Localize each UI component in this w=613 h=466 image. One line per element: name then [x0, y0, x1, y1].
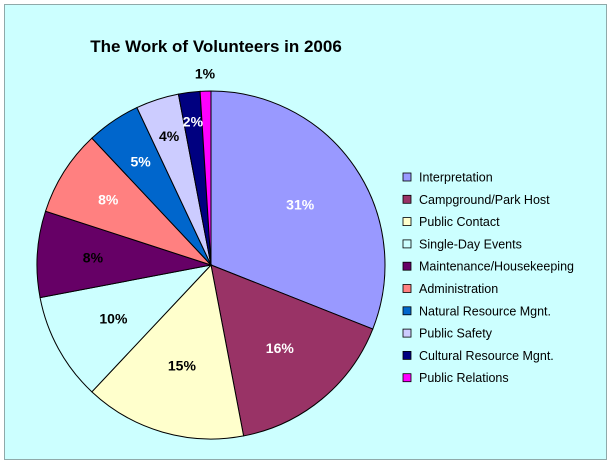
slice-label: 8% [98, 192, 119, 208]
legend-label: Administration [419, 282, 498, 296]
slice-label: 8% [83, 250, 104, 266]
slice-label: 5% [130, 153, 151, 169]
slice-label: 4% [159, 128, 180, 144]
legend-swatch [402, 239, 412, 249]
legend-label: Public Relations [419, 371, 509, 385]
pie-slice-public-relations [199, 90, 212, 266]
pie-slice-interpretation [210, 90, 386, 330]
slice-label: 31% [286, 196, 315, 212]
legend-label: Maintenance/Housekeeping [419, 260, 574, 274]
legend-label: Campground/Park Host [419, 193, 550, 207]
slice-label: 1% [195, 66, 216, 82]
legend-label: Public Safety [419, 327, 493, 341]
legend-swatch [402, 373, 412, 383]
legend-swatch [402, 350, 412, 360]
chart-title: The Work of Volunteers in 2006 [90, 37, 342, 56]
legend-label: Cultural Resource Mgnt. [419, 349, 554, 363]
pie-slices [36, 90, 386, 440]
legend-label: Public Contact [419, 215, 500, 229]
legend-swatch [402, 284, 412, 293]
legend-label: Interpretation [419, 171, 493, 185]
slice-label: 16% [266, 340, 295, 356]
pie-slice-public-contact [91, 263, 245, 440]
pie-slice-single-day-events [39, 264, 213, 393]
slice-label: 10% [99, 311, 128, 327]
slice-label: 2% [183, 114, 204, 130]
legend-swatch [402, 328, 412, 338]
legend-label: Single-Day Events [419, 237, 522, 251]
legend-swatch [402, 194, 412, 204]
legend: Interpretation Campground/Park Host Public… [402, 171, 574, 385]
legend-swatch [402, 261, 412, 271]
legend-swatch [402, 172, 412, 182]
pie-slice-campground-park-host [210, 264, 374, 437]
legend-label: Natural Resource Mgnt. [419, 304, 551, 318]
legend-swatch [402, 217, 412, 227]
slice-labels: 31% 16% 15% 10% 8% 8% 5% 4%2% 1% [83, 66, 315, 374]
legend-swatch [402, 306, 412, 316]
slice-label: 15% [168, 357, 197, 373]
